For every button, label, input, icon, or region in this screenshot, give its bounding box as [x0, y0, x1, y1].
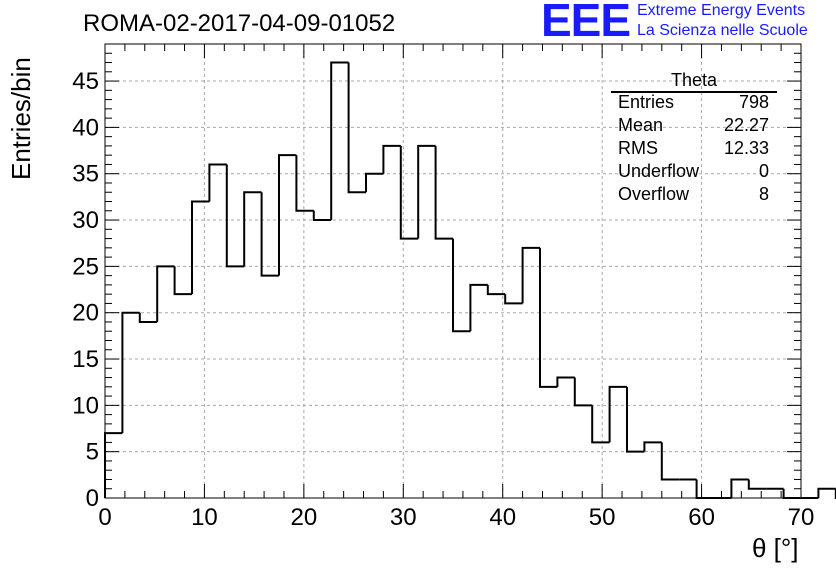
histogram-bin: [365, 172, 384, 193]
stat-value: 0: [758, 161, 769, 181]
histogram-bin: [156, 265, 175, 322]
x-tick-label: 10: [191, 504, 218, 531]
y-tick-label: 30: [72, 207, 99, 234]
y-tick-label: 0: [86, 485, 99, 512]
stats-divider: [611, 91, 777, 93]
histogram-bin: [782, 488, 801, 499]
histogram-bin: [591, 405, 610, 444]
stat-label: Underflow: [618, 161, 700, 181]
histogram-bin: [556, 376, 575, 387]
x-tick-label: 20: [291, 504, 318, 531]
histogram-bin: [121, 311, 140, 434]
x-tick-label: 70: [788, 504, 815, 531]
y-tick-label: 10: [72, 392, 99, 419]
histogram-bin: [173, 266, 192, 296]
histogram-bin: [399, 145, 419, 240]
x-axis-label: θ [°]: [752, 533, 799, 563]
y-tick-label: 45: [72, 68, 99, 95]
histogram-bin: [608, 385, 627, 443]
stat-label: Overflow: [618, 184, 690, 204]
stat-label: Mean: [618, 115, 664, 135]
y-tick-label: 25: [72, 253, 99, 280]
histogram-bin: [312, 210, 332, 222]
eee-logo-mark: EEE: [541, 0, 631, 46]
stat-value: 22.27: [723, 115, 769, 135]
x-tick-label: 30: [390, 504, 417, 531]
tick-labels: 0 10 20 30 40 50 60 70 0 5 10 15 20 25 30 35 40 45: [72, 68, 814, 531]
histogram-bin: [295, 155, 314, 212]
histogram-bin: [643, 441, 662, 452]
histogram-bin: [730, 478, 749, 498]
histogram-bin: [521, 246, 540, 304]
y-tick-label: 40: [72, 114, 99, 141]
histogram-bin: [278, 154, 297, 276]
histogram-bin: [817, 487, 836, 498]
x-tick-label: 60: [688, 504, 715, 531]
histogram-bin: [452, 238, 471, 333]
x-tick-label: 40: [489, 504, 516, 531]
axes: [104, 43, 802, 499]
histogram-bin: [243, 191, 262, 267]
stat-value: 798: [738, 92, 769, 112]
histogram-bin: [138, 312, 158, 323]
y-tick-label: 5: [86, 439, 99, 466]
histogram-bin: [469, 283, 488, 332]
histogram-bin: [504, 294, 523, 305]
histogram-bin: [191, 200, 210, 295]
histogram-bin: [330, 61, 349, 221]
histogram-bin: [660, 442, 680, 481]
histogram-bin: [626, 386, 645, 453]
y-tick-label: 15: [72, 346, 99, 373]
histogram-bin: [573, 377, 593, 407]
stat-value: 12.33: [723, 138, 769, 158]
chart-title: ROMA-02-2017-04-09-01052: [83, 10, 396, 37]
histogram-bin: [695, 479, 714, 499]
x-tick-label: 50: [589, 504, 616, 531]
histogram-bin: [208, 163, 227, 202]
y-tick-label: 20: [72, 300, 99, 327]
stat-label: Entries: [618, 92, 675, 112]
histogram-bin: [434, 145, 453, 240]
histogram-bin: [417, 144, 436, 239]
logo-line-1: Extreme Energy Events: [637, 2, 806, 19]
logo-line-2: La Scienza nelle Scuole: [637, 22, 808, 39]
plot-frame: [104, 43, 802, 499]
x-tick-label: 0: [98, 504, 111, 531]
stats-title: Theta: [670, 70, 718, 90]
histogram-bars: [104, 61, 836, 499]
y-tick-label: 35: [72, 161, 99, 188]
histogram-bin: [382, 144, 401, 174]
histogram-bin: [225, 164, 245, 268]
stat-value: 8: [758, 184, 769, 204]
histogram-bin: [539, 247, 558, 388]
histogram-bin: [260, 192, 279, 277]
histogram-bin: [486, 284, 506, 296]
histogram-bin: [347, 62, 366, 194]
histogram-bin: [747, 479, 767, 490]
stat-label: RMS: [618, 138, 658, 158]
y-axis-label: Entries/bin: [6, 57, 36, 180]
